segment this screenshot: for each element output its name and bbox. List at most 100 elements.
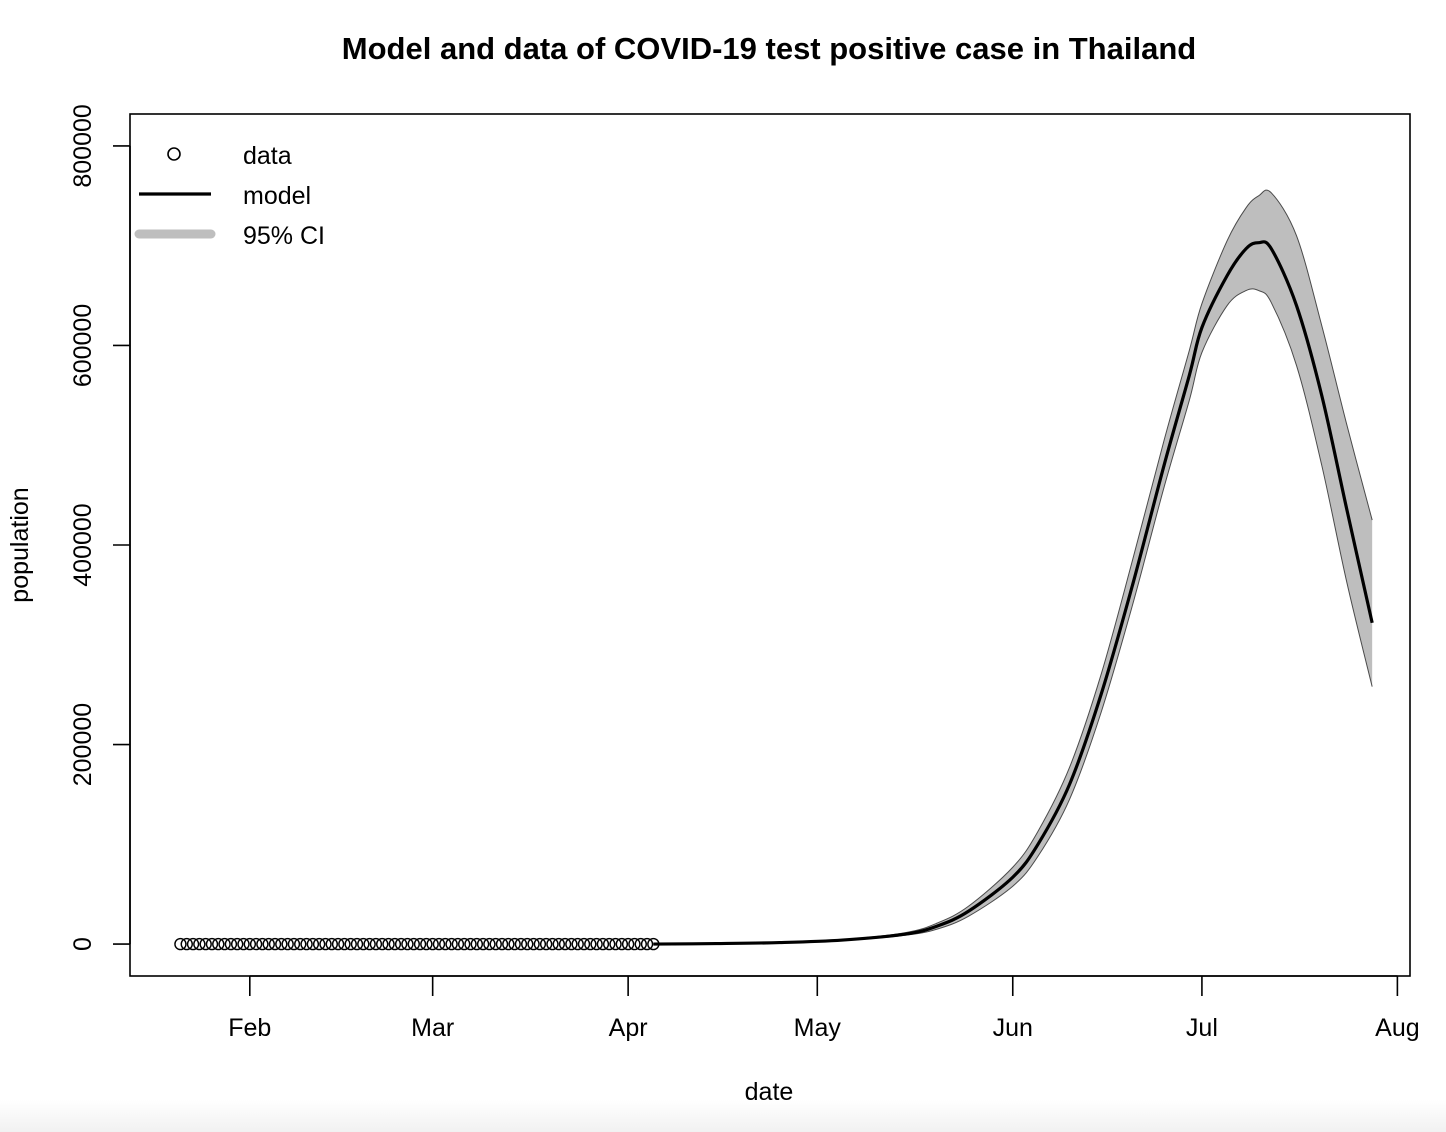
x-tick-label: Jun — [993, 1014, 1033, 1042]
data-point — [268, 937, 282, 951]
data-point — [640, 937, 654, 951]
data-point — [634, 937, 647, 951]
ci-lower-line — [653, 288, 1373, 945]
data-point — [527, 937, 540, 951]
data-point — [369, 937, 383, 951]
data-point — [451, 937, 465, 951]
data-point — [514, 937, 528, 951]
data-point — [300, 937, 313, 951]
x-tick-label: Apr — [609, 1014, 648, 1042]
data-point — [350, 937, 364, 951]
data-point — [357, 937, 370, 951]
data-point — [256, 937, 269, 951]
data-point — [546, 937, 559, 951]
data-point — [483, 937, 496, 951]
data-point — [224, 937, 238, 951]
legend-point-symbol — [167, 147, 181, 161]
data-point — [237, 937, 250, 951]
y-tick-label: 600000 — [69, 304, 97, 387]
data-point — [306, 937, 320, 951]
ci-band — [653, 190, 1373, 945]
data-point — [294, 937, 307, 951]
data-point — [565, 937, 578, 951]
data-point — [457, 937, 471, 951]
data-point — [205, 937, 219, 951]
data-point — [590, 937, 603, 951]
data-point — [382, 937, 395, 951]
data-point — [439, 937, 452, 951]
y-tick-label: 800000 — [69, 104, 97, 187]
data-point — [621, 937, 635, 951]
legend: data model 95% CI — [134, 142, 325, 250]
x-tick-label: Aug — [1375, 1014, 1419, 1042]
data-point — [552, 937, 565, 951]
legend-entry: data — [167, 142, 292, 170]
data-point — [338, 937, 351, 951]
data-point — [539, 937, 553, 951]
data-point — [577, 937, 591, 951]
data-point — [401, 937, 414, 951]
data-point — [470, 937, 483, 951]
data-point — [426, 937, 439, 951]
data-point — [312, 937, 326, 951]
data-point — [212, 937, 225, 951]
x-tick-label: Feb — [228, 1014, 271, 1042]
data-point — [180, 937, 193, 951]
data-point — [571, 937, 584, 951]
data-point — [199, 937, 212, 951]
data-point — [376, 937, 389, 951]
data-point — [489, 937, 502, 951]
data-point — [407, 937, 420, 951]
chart-title: Model and data of COVID-19 test positive… — [342, 31, 1196, 66]
data-point — [363, 937, 376, 951]
data-point — [508, 937, 521, 951]
data-point — [584, 937, 597, 951]
data-point — [193, 937, 206, 951]
data-point — [445, 937, 458, 951]
data-point — [628, 937, 641, 951]
data-point — [647, 937, 660, 951]
x-tick-label: Jul — [1186, 1014, 1218, 1042]
data-point — [325, 937, 338, 951]
y-tick-label: 0 — [69, 937, 97, 951]
data-point — [502, 937, 515, 951]
data-point — [262, 937, 275, 951]
x-tick-label: May — [794, 1014, 842, 1042]
data-point — [603, 937, 616, 951]
data-point — [174, 937, 187, 951]
axes: Feb Mar Apr May Jun Jul Aug 0 200000 400000 600000… — [69, 104, 1420, 1042]
legend-label: 95% CI — [243, 222, 325, 250]
data-point — [533, 937, 547, 951]
data-point — [521, 937, 534, 951]
data-point — [420, 937, 433, 951]
data-point — [249, 937, 263, 951]
data-point — [230, 937, 244, 951]
x-tick-label: Mar — [411, 1014, 454, 1042]
model-line — [653, 240, 1374, 946]
data-point — [609, 937, 622, 951]
data-point — [495, 937, 509, 951]
data-point — [319, 937, 332, 951]
data-point — [394, 937, 408, 951]
data-point — [413, 937, 427, 951]
data-point — [558, 937, 572, 951]
legend-label: data — [243, 142, 292, 170]
data-point — [281, 937, 294, 951]
y-axis-label: population — [6, 487, 34, 602]
data-point — [275, 937, 288, 951]
data-point — [186, 937, 200, 951]
data-point — [388, 937, 402, 951]
plot-area — [174, 189, 1374, 951]
data-point — [432, 937, 446, 951]
legend-entry: model — [139, 182, 311, 210]
y-tick-label: 400000 — [69, 503, 97, 586]
data-point — [287, 937, 301, 951]
data-point — [476, 937, 490, 951]
legend-label: model — [243, 182, 311, 210]
data-point — [331, 937, 345, 951]
y-tick-label: 200000 — [69, 703, 97, 786]
data-point — [218, 937, 231, 951]
data-point — [615, 937, 629, 951]
data-point — [464, 937, 477, 951]
